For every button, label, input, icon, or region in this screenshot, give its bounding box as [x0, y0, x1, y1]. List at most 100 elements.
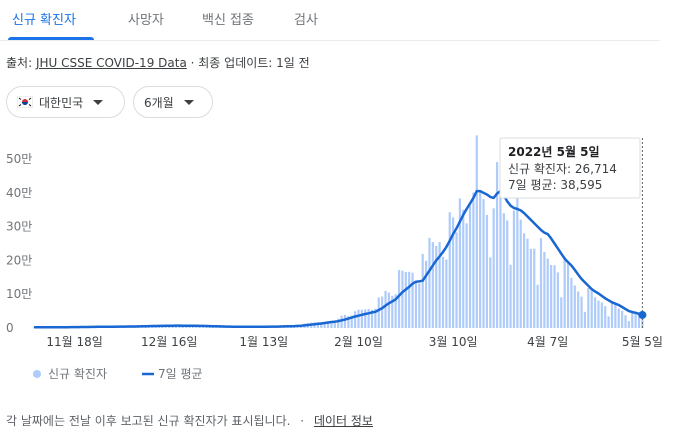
- tab[interactable]: 검사: [294, 13, 318, 28]
- bar: [377, 297, 380, 328]
- bar: [479, 190, 482, 328]
- bar: [347, 316, 350, 328]
- bar: [465, 223, 468, 328]
- tooltip-line: 7일 평균: 38,595: [508, 178, 602, 192]
- bar: [502, 213, 505, 328]
- bar: [523, 233, 526, 328]
- bar: [323, 322, 326, 328]
- x-tick-label: 11월 18일: [46, 335, 102, 349]
- source-line: 출처: JHU CSSE COVID-19 Data · 최종 업데이트: 1일…: [6, 54, 310, 71]
- bar: [462, 209, 465, 328]
- bar: [424, 260, 428, 328]
- bar: [337, 318, 340, 328]
- bar: [499, 194, 502, 328]
- bar: [506, 220, 509, 328]
- bar: [634, 311, 637, 328]
- separator: ·: [300, 414, 305, 428]
- bar: [391, 295, 394, 328]
- bar: [448, 212, 451, 328]
- legend-swatch: [33, 370, 41, 378]
- legend-label: 7일 평균: [158, 367, 203, 381]
- bar: [550, 265, 553, 328]
- bar: [408, 271, 411, 328]
- dropdown-label: 대한민국: [39, 95, 84, 110]
- bar: [452, 217, 455, 328]
- bar: [617, 308, 620, 328]
- bar: [421, 253, 424, 328]
- bar: [489, 257, 492, 328]
- bar: [475, 135, 478, 328]
- bar: [205, 326, 208, 328]
- country-dropdown[interactable]: 대한민국: [6, 86, 125, 118]
- x-tick-label: 5월 5일: [622, 335, 663, 349]
- bar: [580, 296, 583, 328]
- bar: [485, 214, 489, 328]
- chart: 0 10만 20만 30만 40만 50만 11월 18일 12월 16일 1월 13일 2월 1…: [6, 135, 663, 381]
- bar: [516, 184, 519, 328]
- bar: [543, 252, 546, 328]
- tooltip-box: [499, 137, 641, 199]
- legend-label: 신규 확진자: [48, 367, 107, 381]
- bar: [381, 296, 384, 328]
- bar: [181, 326, 184, 328]
- data-info-link[interactable]: 데이터 정보: [313, 414, 373, 428]
- bar: [610, 302, 614, 328]
- bar: [441, 256, 445, 328]
- bar: [573, 285, 576, 328]
- bar: [604, 306, 607, 328]
- x-tick-label: 2월 10일: [334, 335, 383, 349]
- period-dropdown[interactable]: 6개월: [133, 86, 213, 118]
- tab[interactable]: 신규 확진자: [12, 13, 76, 28]
- bar: [438, 242, 441, 328]
- flag-icon: [17, 96, 33, 108]
- y-tick-label: 40만: [6, 186, 32, 200]
- bar: [472, 192, 475, 328]
- bar: [560, 297, 563, 328]
- source-link[interactable]: JHU CSSE COVID-19 Data: [35, 56, 187, 70]
- tooltip-title: 2022년 5월 5일: [508, 144, 600, 159]
- bar: [614, 302, 617, 328]
- bar: [401, 270, 404, 328]
- bar: [593, 297, 597, 328]
- bar: [519, 219, 522, 328]
- bar: [431, 242, 434, 328]
- bar: [536, 284, 539, 328]
- bar: [387, 292, 390, 328]
- bar: [570, 277, 573, 328]
- bar: [394, 294, 397, 328]
- bar: [512, 210, 516, 328]
- bar: [624, 315, 627, 328]
- bar: [357, 309, 360, 328]
- bar: [627, 321, 630, 328]
- bar: [533, 248, 536, 328]
- bar: [468, 205, 472, 328]
- hover-point: [638, 310, 647, 319]
- bar: [428, 237, 431, 328]
- y-tick-label: 20만: [6, 253, 32, 267]
- bar: [178, 325, 181, 328]
- bar: [320, 322, 323, 328]
- bar: [370, 309, 374, 328]
- bar: [495, 162, 499, 328]
- bar: [597, 300, 600, 328]
- footer-note: 각 날짜에는 전날 이후 보고된 신규 확진자가 표시됩니다.: [6, 414, 291, 428]
- bar: [397, 270, 401, 328]
- bar: [445, 259, 448, 328]
- bar: [364, 309, 367, 328]
- bar: [590, 290, 593, 328]
- tab[interactable]: 사망자: [128, 13, 164, 28]
- bar: [492, 208, 495, 328]
- bar: [340, 315, 343, 328]
- bar: [566, 261, 570, 328]
- bar: [553, 265, 556, 328]
- x-tick-label: 4월 7일: [527, 335, 568, 349]
- active-tab-indicator: [8, 37, 94, 40]
- bar: [350, 315, 353, 328]
- bar: [587, 287, 590, 328]
- bar: [418, 283, 421, 328]
- bar: [577, 291, 580, 328]
- bar: [326, 321, 330, 328]
- bar: [563, 256, 566, 328]
- tab[interactable]: 백신 접종: [202, 13, 254, 28]
